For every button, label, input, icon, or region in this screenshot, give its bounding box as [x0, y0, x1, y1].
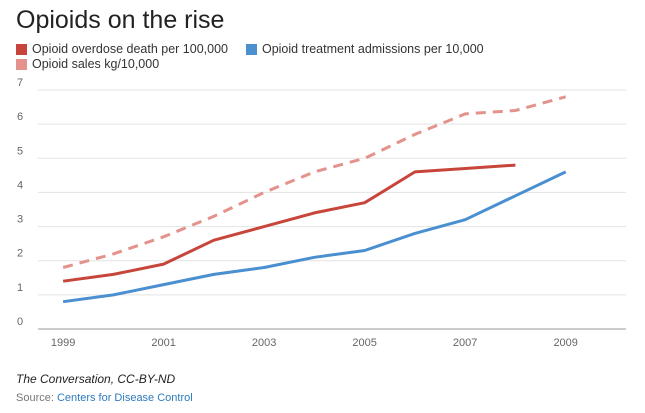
legend-swatch-opioid-sales [16, 58, 27, 70]
source-prefix: Source: [16, 392, 57, 404]
x-tick-label-2003: 2003 [252, 337, 276, 349]
x-tick-label-1999: 1999 [51, 337, 75, 349]
legend-label-overdose-death: Opioid overdose death per 100,000 [32, 42, 228, 56]
legend-label-treatment-admissions: Opioid treatment admissions per 10,000 [261, 42, 484, 56]
series-line-0 [62, 163, 516, 283]
legend-item-overdose-death: Opioid overdose death per 100,000 [16, 42, 228, 56]
credit-text: The Conversation, CC-BY-ND [16, 372, 176, 386]
chart-title: Opioids on the rise [16, 6, 225, 34]
series-line-1 [62, 170, 567, 304]
legend-label-opioid-sales: Opioid sales kg/10,000 [32, 57, 160, 71]
legend-item-opioid-sales: Opioid sales kg/10,000 [16, 57, 159, 71]
legend-item-treatment-admissions: Opioid treatment admissions per 10,000 [245, 42, 484, 56]
y-tick-label-0: 0 [17, 316, 23, 328]
y-tick-label-1: 1 [17, 282, 23, 294]
series-line-2 [62, 95, 567, 269]
x-tick-label-2005: 2005 [352, 337, 376, 349]
legend-swatch-overdose-death [16, 43, 27, 55]
legend-row-2: Opioid sales kg/10,000 [16, 57, 177, 71]
legend-swatch-treatment-admissions [245, 43, 257, 55]
y-tick-label-7: 7 [17, 77, 23, 89]
y-tick-label-5: 5 [17, 145, 23, 157]
source-link[interactable]: Centers for Disease Control [56, 392, 193, 404]
y-tick-label-3: 3 [17, 214, 23, 226]
x-tick-label-2007: 2007 [453, 337, 477, 349]
legend-row-1: Opioid overdose death per 100,000 Opioid… [16, 42, 502, 56]
y-tick-label-6: 6 [17, 111, 23, 123]
x-tick-label-2009: 2009 [553, 337, 577, 349]
x-tick-label-2001: 2001 [151, 337, 175, 349]
source-line: Source: Centers for Disease Control [16, 392, 193, 404]
y-tick-label-4: 4 [17, 179, 23, 191]
y-tick-label-2: 2 [17, 248, 23, 260]
